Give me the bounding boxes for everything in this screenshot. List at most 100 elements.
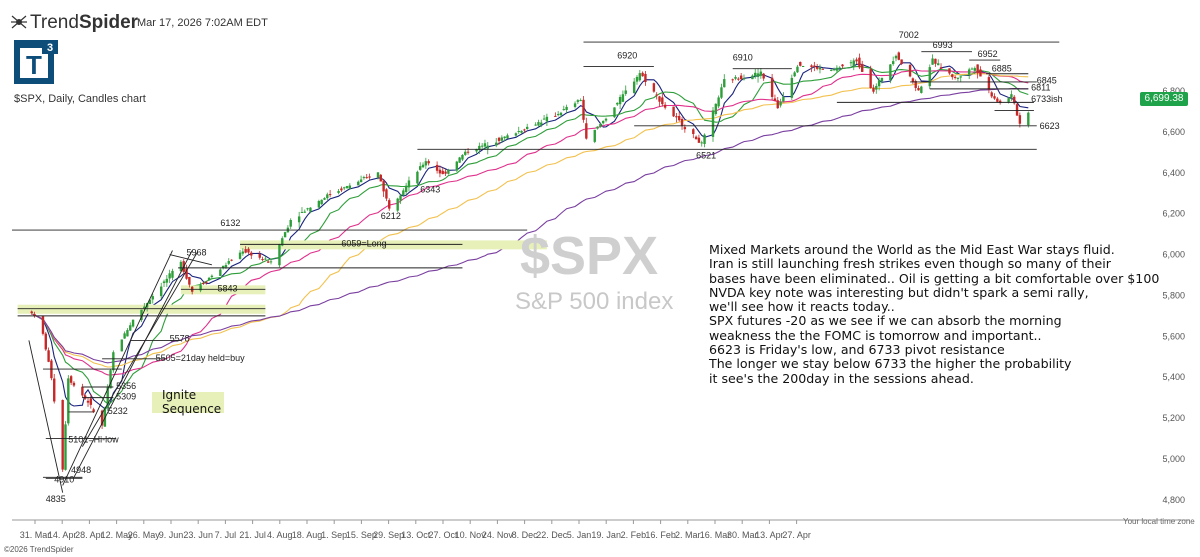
candle-body xyxy=(756,73,760,78)
candle-body xyxy=(131,319,135,327)
timezone-note[interactable]: Your local time zone xyxy=(1123,517,1195,526)
moving-average-line xyxy=(31,88,1029,364)
candle-body xyxy=(261,259,264,261)
candle-body xyxy=(362,177,366,179)
commentary-line: Mixed Markets around the World as the Mi… xyxy=(709,242,1115,257)
x-tick-label: 27. Apr xyxy=(782,530,811,540)
candle-body xyxy=(221,265,225,269)
candle-body xyxy=(714,103,718,115)
candle-body xyxy=(244,249,247,253)
level-label: 6952 xyxy=(978,49,998,59)
level-label: 6920 xyxy=(617,50,637,60)
y-tick-label: 6,000 xyxy=(1162,250,1185,260)
candle-body xyxy=(931,58,934,65)
candle-body xyxy=(967,69,971,75)
candle-body xyxy=(466,151,470,153)
candle-body xyxy=(621,94,625,102)
trendline xyxy=(28,340,64,493)
candle-body xyxy=(517,131,520,133)
candle-body xyxy=(30,311,33,314)
candle-body xyxy=(297,216,301,223)
brand-name-bold: Spider xyxy=(78,12,139,33)
candle-body xyxy=(869,69,872,89)
candle-body xyxy=(801,65,805,67)
candle-body xyxy=(464,151,467,155)
candle-body xyxy=(278,244,281,266)
candle-body xyxy=(678,116,681,121)
candle-body xyxy=(53,378,56,402)
candle-body xyxy=(658,96,661,102)
candle-body xyxy=(1015,104,1019,116)
candle-body xyxy=(365,177,368,179)
candle-body xyxy=(776,100,779,109)
candle-body xyxy=(306,208,309,210)
y-tick-label: 5,200 xyxy=(1162,413,1185,423)
candle-body xyxy=(692,129,695,135)
candle-body xyxy=(773,98,777,101)
candle-body xyxy=(624,90,627,94)
candle-body xyxy=(987,77,991,90)
moving-average-line xyxy=(31,69,1029,376)
candle-body xyxy=(959,76,962,78)
y-tick-label: 4,800 xyxy=(1162,495,1185,505)
candle-body xyxy=(917,88,920,91)
candle-body xyxy=(419,166,422,170)
commentary-line: Iran is still launching fresh strikes ev… xyxy=(709,256,1111,272)
candle-body xyxy=(100,410,104,426)
candle-body xyxy=(300,211,304,213)
candle-body xyxy=(635,76,639,82)
candle-body xyxy=(219,269,222,276)
candle-body xyxy=(303,211,306,213)
level-label: 4948 xyxy=(71,465,91,475)
candle-body xyxy=(399,195,402,201)
candle-body xyxy=(205,281,208,283)
level-label: 6910 xyxy=(733,52,753,62)
y-tick-label: 5,400 xyxy=(1162,372,1185,382)
x-tick-label: 18. Aug xyxy=(292,530,323,540)
candle-body xyxy=(562,109,565,111)
ignite-line: Ignite xyxy=(162,388,197,402)
candle-body xyxy=(388,200,391,209)
candle-body xyxy=(540,122,543,125)
candle-body xyxy=(832,69,836,71)
candle-body xyxy=(880,77,884,82)
candle-body xyxy=(953,76,957,78)
candle-body xyxy=(970,68,974,70)
candle-body xyxy=(416,171,419,184)
candle-body xyxy=(613,107,616,118)
x-tick-label: 23. Jun xyxy=(183,530,213,540)
x-tick-label: 22. Dec xyxy=(536,530,568,540)
candle-body xyxy=(830,69,833,71)
trendline xyxy=(73,250,193,478)
candle-body xyxy=(542,118,546,120)
candle-body xyxy=(799,61,802,66)
candle-body xyxy=(956,77,960,79)
candle-body xyxy=(852,60,855,67)
candle-body xyxy=(340,188,343,191)
candle-body xyxy=(661,97,664,105)
level-label: 5232 xyxy=(108,406,128,416)
copyright: ©2026 TrendSpider xyxy=(4,545,74,554)
candle-body xyxy=(872,87,875,92)
candle-body xyxy=(894,55,898,59)
candle-body xyxy=(838,67,841,69)
candle-body xyxy=(911,78,915,83)
ignite-line: Sequence xyxy=(162,402,222,416)
level-label: 7002 xyxy=(899,30,919,40)
x-tick-label: 12. May xyxy=(101,530,134,540)
candle-body xyxy=(545,116,549,122)
candle-body xyxy=(168,273,171,279)
candle-body xyxy=(585,123,588,139)
candle-body xyxy=(207,277,211,281)
candle-body xyxy=(86,400,90,403)
y-tick-label: 6,800 xyxy=(1162,86,1185,96)
candle-body xyxy=(404,185,408,193)
y-tick-label: 6,400 xyxy=(1162,168,1185,178)
candle-body xyxy=(632,81,636,93)
candle-body xyxy=(72,382,76,386)
candle-body xyxy=(396,198,399,211)
candle-body xyxy=(241,251,245,254)
x-tick-label: 13. Oct xyxy=(401,530,431,540)
commentary-line: it see's the 200day in the sessions ahea… xyxy=(709,370,974,386)
